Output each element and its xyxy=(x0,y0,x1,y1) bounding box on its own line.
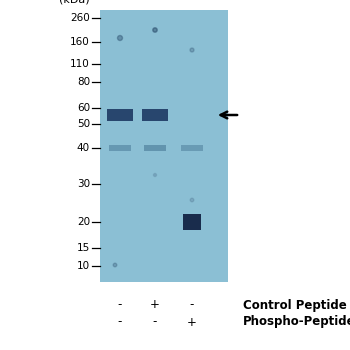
Text: -: - xyxy=(118,315,122,329)
Text: 20: 20 xyxy=(77,217,90,227)
Text: 160: 160 xyxy=(70,37,90,47)
Circle shape xyxy=(154,174,156,176)
Text: +: + xyxy=(187,315,197,329)
Text: -: - xyxy=(190,299,194,312)
Bar xyxy=(109,145,131,151)
Bar xyxy=(100,10,228,282)
Circle shape xyxy=(153,28,157,32)
Text: 60: 60 xyxy=(77,103,90,113)
Circle shape xyxy=(118,35,122,41)
Text: 260: 260 xyxy=(70,13,90,23)
Text: Phospho-Peptide: Phospho-Peptide xyxy=(243,315,350,329)
Circle shape xyxy=(113,263,117,267)
Bar xyxy=(181,145,203,151)
Bar xyxy=(107,109,133,121)
Text: 40: 40 xyxy=(77,143,90,153)
Text: (kDa): (kDa) xyxy=(60,0,90,5)
Bar xyxy=(183,214,201,230)
Text: 30: 30 xyxy=(77,179,90,189)
Text: 110: 110 xyxy=(70,59,90,69)
Text: -: - xyxy=(118,299,122,312)
Text: +: + xyxy=(150,299,160,312)
Text: Control Peptide: Control Peptide xyxy=(243,299,347,312)
Text: 50: 50 xyxy=(77,119,90,129)
Circle shape xyxy=(190,48,194,52)
Bar xyxy=(144,145,166,151)
Text: 80: 80 xyxy=(77,77,90,87)
Bar xyxy=(142,109,168,121)
Text: -: - xyxy=(153,315,157,329)
Circle shape xyxy=(190,198,194,202)
Text: 10: 10 xyxy=(77,261,90,271)
Text: 15: 15 xyxy=(77,243,90,253)
